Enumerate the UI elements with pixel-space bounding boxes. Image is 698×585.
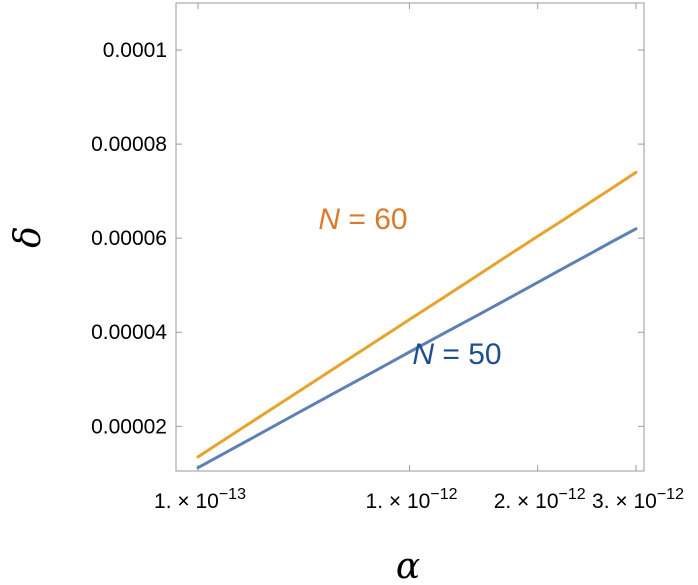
y-tick-label: 0.0001 <box>103 39 167 62</box>
y-tick-label: 0.00004 <box>91 321 167 344</box>
series-line-1 <box>196 170 638 459</box>
x-axis-title: α <box>396 546 420 585</box>
x-tick-label: 3. × 10−12 <box>592 486 684 513</box>
x-tick-label: 2. × 10−12 <box>494 486 586 513</box>
y-tick-label: 0.00006 <box>91 227 167 250</box>
y-axis-ticks: 0.00002 0.00004 0.00006 0.00008 0.0001 <box>91 39 644 438</box>
x-axis-ticks: 1. × 10−13 1. × 10−12 2. × 10−12 3. × 10−12 <box>154 3 684 513</box>
y-axis-title: δ <box>8 226 49 248</box>
x-tick-label: 1. × 10−13 <box>154 486 246 513</box>
series-label-2: N = 50 <box>412 338 501 371</box>
y-tick-label: 0.00002 <box>91 415 167 438</box>
series-line-2 <box>196 227 638 470</box>
series-lines: N = 60 N = 50 <box>196 170 638 470</box>
y-tick-label: 0.00008 <box>91 133 167 156</box>
plot-frame <box>175 2 645 472</box>
series-label-1: N = 60 <box>318 203 407 236</box>
x-tick-label: 1. × 10−12 <box>366 486 458 513</box>
